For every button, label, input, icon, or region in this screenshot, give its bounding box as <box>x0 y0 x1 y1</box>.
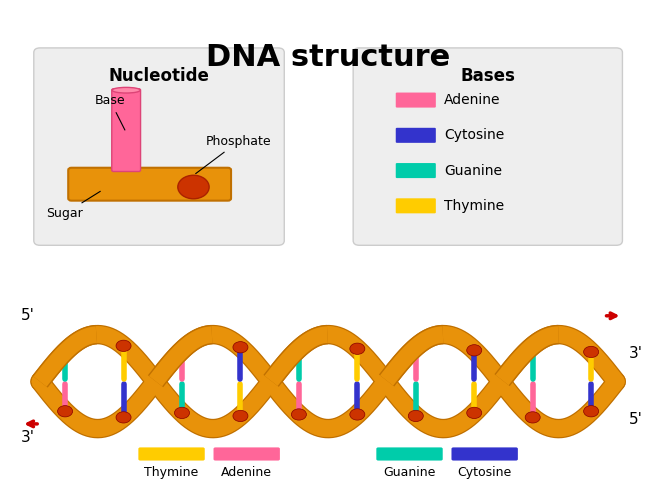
Circle shape <box>409 410 423 422</box>
FancyBboxPatch shape <box>68 168 231 200</box>
Text: 3': 3' <box>629 346 643 361</box>
Circle shape <box>116 412 131 423</box>
Circle shape <box>174 344 189 356</box>
Circle shape <box>350 343 365 354</box>
Circle shape <box>525 340 540 351</box>
Text: Guanine: Guanine <box>383 466 436 479</box>
Circle shape <box>174 407 189 418</box>
Circle shape <box>233 342 248 353</box>
Circle shape <box>583 406 599 417</box>
Text: 5': 5' <box>21 308 35 324</box>
Circle shape <box>525 412 540 423</box>
Text: 3': 3' <box>21 430 35 446</box>
Text: Thymine: Thymine <box>444 199 504 213</box>
Text: Thymine: Thymine <box>145 466 199 479</box>
Circle shape <box>467 407 482 418</box>
Circle shape <box>291 409 306 420</box>
Text: Nucleotide: Nucleotide <box>109 66 209 84</box>
Text: Guanine: Guanine <box>444 164 502 177</box>
FancyBboxPatch shape <box>396 198 436 214</box>
Circle shape <box>57 346 73 358</box>
FancyBboxPatch shape <box>396 92 436 108</box>
Circle shape <box>178 176 209 199</box>
FancyBboxPatch shape <box>396 128 436 143</box>
Circle shape <box>350 409 365 420</box>
FancyBboxPatch shape <box>396 163 436 178</box>
Text: 5': 5' <box>629 412 643 426</box>
Ellipse shape <box>112 88 140 93</box>
Circle shape <box>233 410 248 422</box>
FancyBboxPatch shape <box>451 448 518 460</box>
FancyBboxPatch shape <box>34 48 284 246</box>
Circle shape <box>57 406 73 417</box>
Text: Cytosine: Cytosine <box>457 466 512 479</box>
Circle shape <box>583 346 599 358</box>
Text: Phosphate: Phosphate <box>196 134 272 173</box>
Text: Bases: Bases <box>461 66 515 84</box>
Text: Adenine: Adenine <box>221 466 272 479</box>
Circle shape <box>409 342 423 353</box>
Text: Cytosine: Cytosine <box>444 128 504 142</box>
Text: DNA structure: DNA structure <box>206 43 450 72</box>
Circle shape <box>116 340 131 351</box>
FancyBboxPatch shape <box>214 448 280 460</box>
Circle shape <box>291 343 306 354</box>
FancyBboxPatch shape <box>376 448 443 460</box>
FancyBboxPatch shape <box>139 448 205 460</box>
Text: Base: Base <box>95 94 125 130</box>
FancyBboxPatch shape <box>112 89 141 172</box>
Circle shape <box>467 344 482 356</box>
FancyBboxPatch shape <box>353 48 622 246</box>
Text: Sugar: Sugar <box>46 192 100 220</box>
Text: Adenine: Adenine <box>444 93 500 107</box>
